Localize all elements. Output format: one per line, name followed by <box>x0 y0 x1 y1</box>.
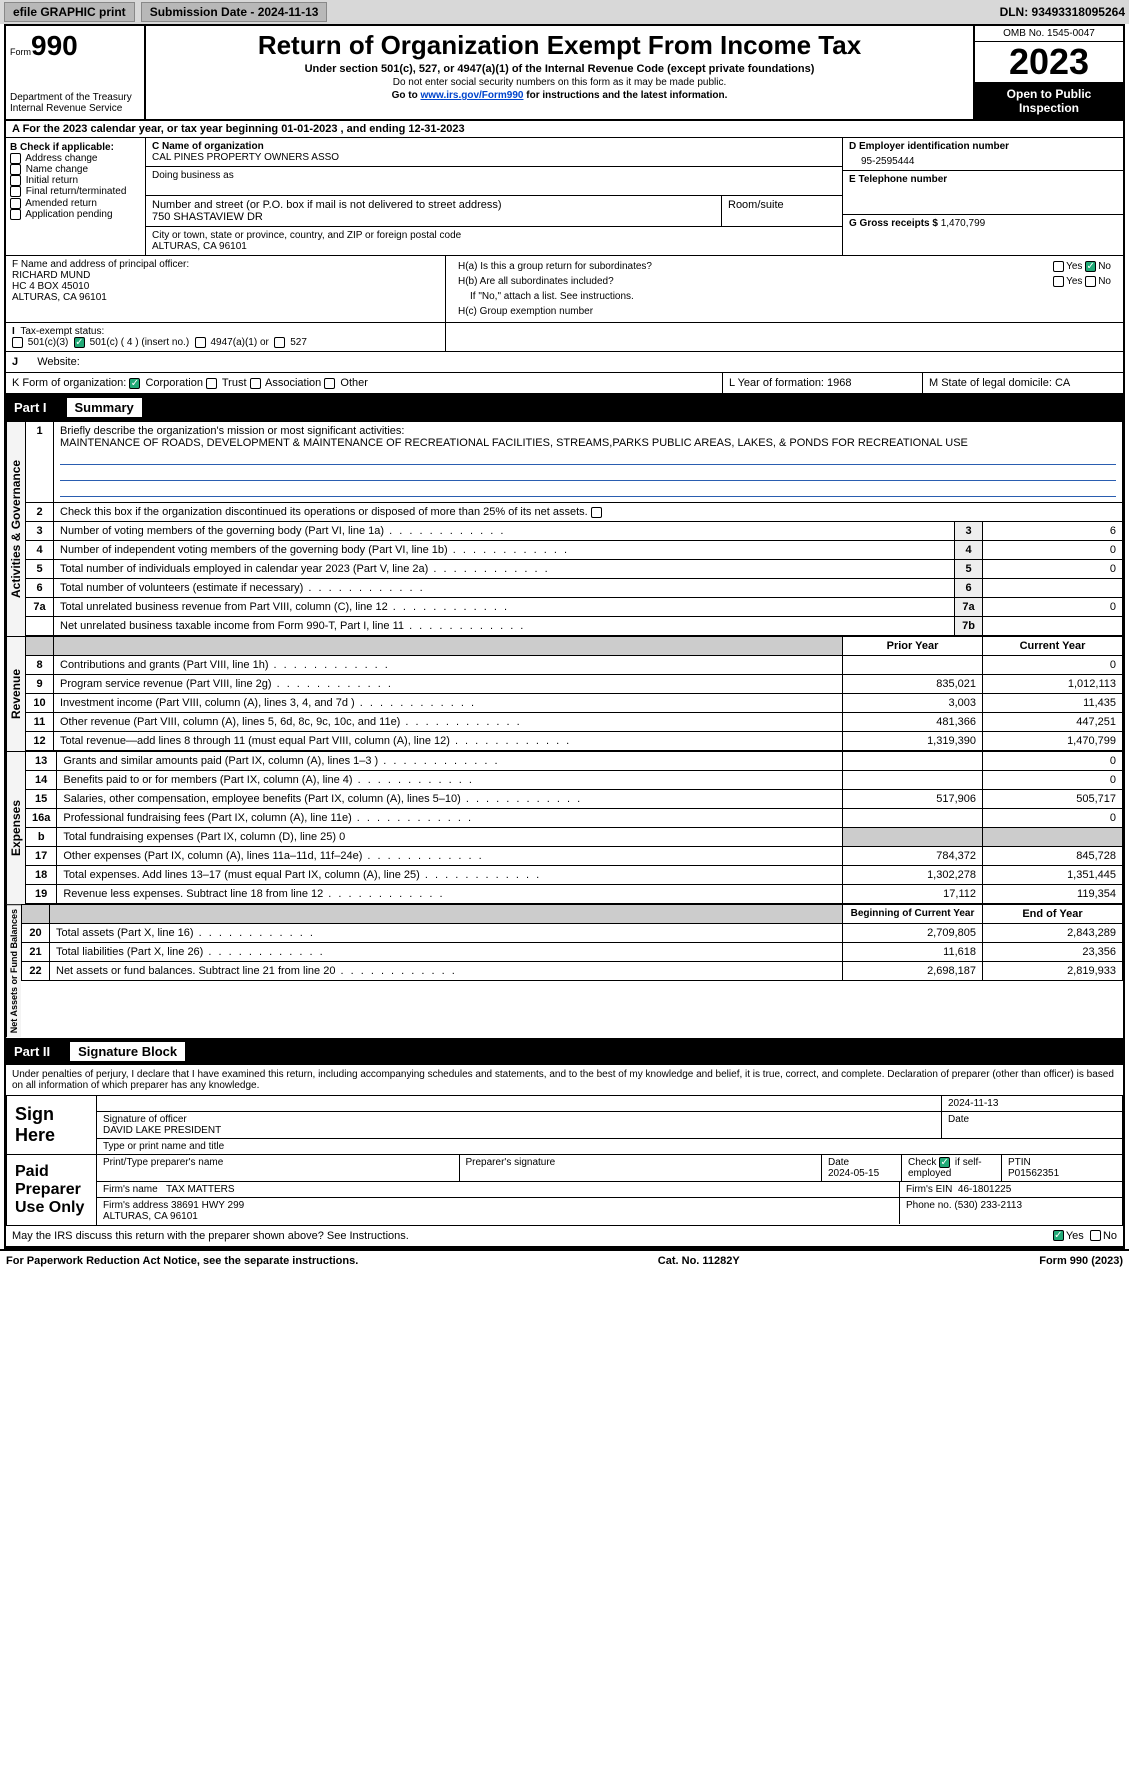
cb-tax-0[interactable] <box>12 337 23 348</box>
sign-date: 2024-11-13 <box>942 1096 1122 1111</box>
hb-note: If "No," attach a list. See instructions… <box>452 289 1117 304</box>
vlabel-netassets: Net Assets or Fund Balances <box>6 904 21 1037</box>
ha-yesno: Yes No <box>1053 261 1111 272</box>
part-1-header: Part I Summary <box>6 394 1123 421</box>
header-left: Form990 Department of the Treasury Inter… <box>6 26 146 119</box>
website-label: Website: <box>37 356 80 368</box>
sign-here: Sign Here <box>7 1096 97 1154</box>
ein: 95-2595444 <box>849 152 1117 167</box>
cb-address-change[interactable]: Address change <box>10 153 141 164</box>
state-domicile: M State of legal domicile: CA <box>923 373 1123 393</box>
org-name-label: C Name of organization <box>152 141 836 152</box>
q1-label: Briefly describe the organization's miss… <box>60 425 404 437</box>
eoy-hdr: End of Year <box>983 905 1123 924</box>
discuss-yesno: Yes No <box>1053 1230 1117 1242</box>
sig-officer: DAVID LAKE PRESIDENT <box>103 1125 935 1136</box>
ein-label: D Employer identification number <box>849 141 1117 152</box>
row-a-period: A For the 2023 calendar year, or tax yea… <box>6 121 1123 138</box>
addr: 750 SHASTAVIEW DR <box>152 211 715 223</box>
cb-org-3[interactable] <box>324 378 335 389</box>
cb-tax-1[interactable] <box>74 337 85 348</box>
city: ALTURAS, CA 96101 <box>152 241 836 252</box>
paid-preparer: Paid Preparer Use Only <box>7 1155 97 1225</box>
year-formation: L Year of formation: 1968 <box>723 373 923 393</box>
q2: Check this box if the organization disco… <box>54 503 1123 522</box>
cb-tax-3[interactable] <box>274 337 285 348</box>
col-c-org: C Name of organization CAL PINES PROPERT… <box>146 138 843 255</box>
omb-number: OMB No. 1545-0047 <box>975 26 1123 42</box>
footer-cat: Cat. No. 11282Y <box>658 1255 740 1267</box>
prep-date: 2024-05-15 <box>828 1168 879 1179</box>
org-name: CAL PINES PROPERTY OWNERS ASSO <box>152 152 836 163</box>
subtitle-2: Do not enter social security numbers on … <box>150 77 969 88</box>
irs-link[interactable]: www.irs.gov/Form990 <box>420 90 523 101</box>
hb-label: H(b) Are all subordinates included? <box>458 276 614 287</box>
q1-mission: MAINTENANCE OF ROADS, DEVELOPMENT & MAIN… <box>60 437 968 449</box>
tel-label: E Telephone number <box>849 174 1117 185</box>
prep-sig-label: Preparer's signature <box>460 1155 823 1181</box>
tax-year: 2023 <box>975 42 1123 83</box>
col-d-ids: D Employer identification number 95-2595… <box>843 138 1123 255</box>
discuss-irs: May the IRS discuss this return with the… <box>12 1230 409 1242</box>
subtitle-1: Under section 501(c), 527, or 4947(a)(1)… <box>150 63 969 75</box>
footer-right: Form 990 (2023) <box>1039 1255 1123 1267</box>
gross-receipts: 1,470,799 <box>941 218 986 229</box>
cb-amended-return[interactable]: Amended return <box>10 198 141 209</box>
cb-tax-2[interactable] <box>195 337 206 348</box>
hb-yesno: Yes No <box>1053 276 1111 287</box>
form-org-label: K Form of organization: <box>12 377 126 389</box>
perjury-statement: Under penalties of perjury, I declare th… <box>6 1065 1123 1096</box>
boy-hdr: Beginning of Current Year <box>843 905 983 924</box>
current-year-hdr: Current Year <box>983 637 1123 656</box>
subtitle-3: Go to www.irs.gov/Form990 for instructio… <box>150 90 969 101</box>
cb-org-0[interactable] <box>129 378 140 389</box>
footer: For Paperwork Reduction Act Notice, see … <box>0 1249 1129 1271</box>
ha-label: H(a) Is this a group return for subordin… <box>458 261 652 272</box>
cb-org-1[interactable] <box>206 378 217 389</box>
header-mid: Return of Organization Exempt From Incom… <box>146 26 973 119</box>
type-name-label: Type or print name and title <box>97 1139 1122 1154</box>
gross-label: G Gross receipts $ <box>849 218 938 229</box>
addr-label: Number and street (or P.O. box if mail i… <box>152 199 715 211</box>
form-title: Return of Organization Exempt From Incom… <box>150 30 969 61</box>
tax-status-label: Tax-exempt status: <box>20 326 104 337</box>
cb-final-return-terminated[interactable]: Final return/terminated <box>10 186 141 197</box>
vlabel-activities: Activities & Governance <box>6 421 25 636</box>
hc-label: H(c) Group exemption number <box>452 304 1117 319</box>
public-inspection: Open to Public Inspection <box>975 83 1123 119</box>
cb-org-2[interactable] <box>250 378 261 389</box>
vlabel-expenses: Expenses <box>6 751 25 904</box>
footer-left: For Paperwork Reduction Act Notice, see … <box>6 1255 358 1267</box>
ptin: P01562351 <box>1008 1168 1059 1179</box>
room-label: Room/suite <box>722 196 842 226</box>
col-b-checkboxes: B Check if applicable: Address change Na… <box>6 138 146 255</box>
firm-phone: (530) 233-2113 <box>954 1200 1022 1211</box>
cb-name-change[interactable]: Name change <box>10 164 141 175</box>
efile-button[interactable]: efile GRAPHIC print <box>4 2 135 22</box>
dln: DLN: 93493318095264 <box>1000 5 1125 19</box>
firm-name: TAX MATTERS <box>166 1184 235 1195</box>
firm-ein: 46-1801225 <box>958 1184 1011 1195</box>
header-right: OMB No. 1545-0047 2023 Open to Public In… <box>973 26 1123 119</box>
prior-year-hdr: Prior Year <box>843 637 983 656</box>
form-label: Form <box>10 47 31 57</box>
topbar: efile GRAPHIC print Submission Date - 20… <box>0 0 1129 24</box>
prep-name-label: Print/Type preparer's name <box>97 1155 460 1181</box>
submission-date: Submission Date - 2024-11-13 <box>141 2 328 22</box>
vlabel-revenue: Revenue <box>6 636 25 751</box>
officer-name: RICHARD MUND HC 4 BOX 45010 ALTURAS, CA … <box>12 270 439 303</box>
dept-treasury: Department of the Treasury Internal Reve… <box>10 92 140 114</box>
form-number: 990 <box>31 30 78 61</box>
form-990: Form990 Department of the Treasury Inter… <box>4 24 1125 1249</box>
dba-label: Doing business as <box>152 170 836 181</box>
city-label: City or town, state or province, country… <box>152 230 836 241</box>
sig-officer-label: Signature of officer <box>103 1114 935 1125</box>
cb-initial-return[interactable]: Initial return <box>10 175 141 186</box>
cb-application-pending[interactable]: Application pending <box>10 209 141 220</box>
part-2-header: Part II Signature Block <box>6 1038 1123 1065</box>
officer-label: F Name and address of principal officer: <box>12 259 439 270</box>
sig-date-label: Date <box>942 1112 1122 1138</box>
